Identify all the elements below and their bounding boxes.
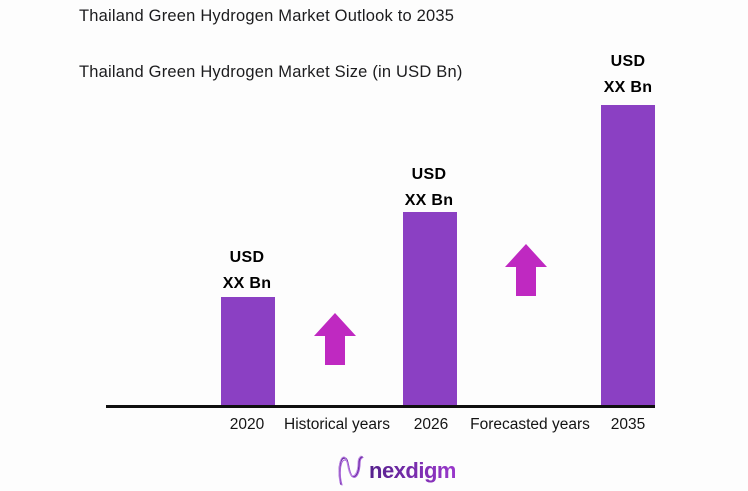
x-tick-2035: 2035 [610, 416, 646, 433]
bar-2035 [601, 105, 655, 405]
up-arrow-shape [314, 313, 356, 365]
bar-value-line2: XX Bn [603, 79, 653, 96]
bar-value-line1: USD [229, 249, 265, 266]
bar-2026 [403, 212, 457, 405]
bar-value-line1: USD [610, 53, 646, 70]
x-tick-2020: 2020 [229, 416, 265, 433]
bar-value-label-2020: USD XX Bn [187, 245, 307, 297]
growth-arrow-icon [505, 244, 547, 296]
chart-subtitle: Thailand Green Hydrogen Market Size (in … [79, 63, 463, 81]
chart-title: Thailand Green Hydrogen Market Outlook t… [79, 7, 455, 25]
growth-arrow-icon [314, 313, 356, 365]
bar-2020 [221, 297, 275, 405]
bar-value-label-2026: USD XX Bn [369, 162, 489, 214]
bar-value-line1: USD [411, 166, 447, 183]
bar-value-line2: XX Bn [222, 275, 272, 292]
nexdigm-logo: nexdigm [338, 455, 455, 486]
logo-text: nexdigm [369, 458, 455, 483]
nexdigm-n-icon [338, 455, 364, 486]
up-arrow-shape [505, 244, 547, 296]
bar-value-label-2035: USD XX Bn [568, 49, 688, 101]
historical-years-label: Historical years [284, 416, 390, 433]
x-tick-2026: 2026 [413, 416, 449, 433]
x-axis-line [106, 405, 655, 408]
bar-value-line2: XX Bn [404, 192, 454, 209]
forecasted-years-label: Forecasted years [470, 416, 590, 433]
